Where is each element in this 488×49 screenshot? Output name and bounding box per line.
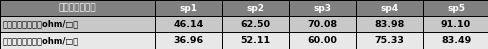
Text: 70.08: 70.08 [307, 20, 337, 29]
Text: 75.33: 75.33 [374, 36, 404, 45]
Text: 60.00: 60.00 [307, 36, 337, 45]
Text: sp5: sp5 [446, 3, 464, 12]
Text: 扩散后平均方阻: 扩散后平均方阻 [59, 3, 96, 12]
Text: 46.14: 46.14 [173, 20, 203, 29]
Text: 83.49: 83.49 [440, 36, 470, 45]
Text: 83.98: 83.98 [373, 20, 404, 29]
Text: 62.50: 62.50 [240, 20, 270, 29]
Text: 91.10: 91.10 [440, 20, 470, 29]
Text: 印刷后平均方阻（ohm/□）: 印刷后平均方阻（ohm/□） [3, 36, 79, 45]
Bar [0, 0, 488, 16]
Bar [0, 32, 488, 49]
Text: sp4: sp4 [380, 3, 398, 12]
Text: sp1: sp1 [179, 3, 197, 12]
Text: 36.96: 36.96 [173, 36, 203, 45]
Text: sp3: sp3 [313, 3, 331, 12]
Text: 52.11: 52.11 [240, 36, 270, 45]
Text: 扩散后平均方阻（ohm/□）: 扩散后平均方阻（ohm/□） [3, 20, 79, 29]
Bar [0, 16, 488, 32]
Text: sp2: sp2 [246, 3, 264, 12]
